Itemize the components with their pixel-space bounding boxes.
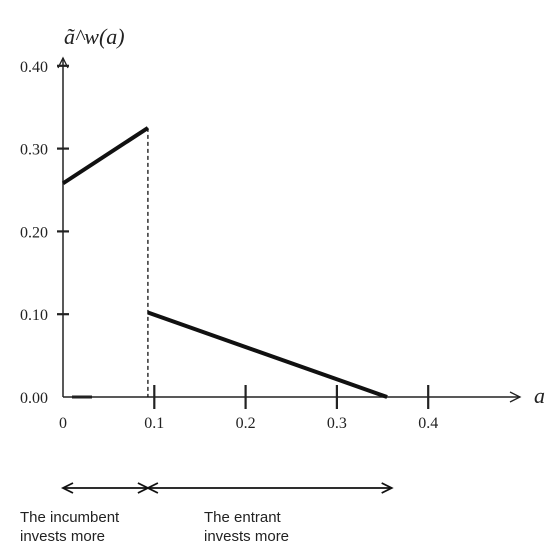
region-label-2-line2: invests more	[204, 528, 289, 545]
x-tick-label-3: 0.3	[327, 415, 347, 432]
y-tick-label-1: 0.10	[20, 307, 48, 324]
x-axis-arrowhead	[509, 391, 522, 403]
region-label-2-line1: The entrant	[204, 509, 282, 526]
ticks: 0.00 0.10 0.20 0.30 0.40 0 0.1 0.2 0.3 0.4	[20, 59, 438, 432]
series-segment-2	[147, 310, 388, 399]
region-arrowhead-right-2	[381, 482, 394, 494]
y-axis-arrowhead	[57, 56, 69, 69]
x-tick-label-1: 0.1	[144, 415, 164, 432]
y-tick-label-4: 0.40	[20, 59, 48, 76]
series	[61, 126, 388, 399]
regions: The incumbent invests more The entrant inve…	[20, 482, 394, 545]
region-arrowhead-left-1	[60, 482, 74, 494]
x-axis-label: a	[534, 383, 545, 408]
region-arrowhead-left-2	[145, 482, 159, 494]
x-tick-label-2: 0.2	[236, 415, 256, 432]
region-label-1-line2: invests more	[20, 528, 105, 545]
y-axis-label: ã^w(a)	[64, 24, 125, 49]
x-tick-label-0: 0	[59, 415, 67, 432]
region-label-1-line1: The incumbent	[20, 509, 120, 526]
y-tick-label-0: 0.00	[20, 390, 48, 407]
series-segment-1	[61, 126, 150, 186]
y-tick-label-2: 0.20	[20, 224, 48, 241]
x-tick-label-4: 0.4	[418, 415, 438, 432]
axes	[57, 56, 522, 403]
y-tick-label-3: 0.30	[20, 142, 48, 159]
